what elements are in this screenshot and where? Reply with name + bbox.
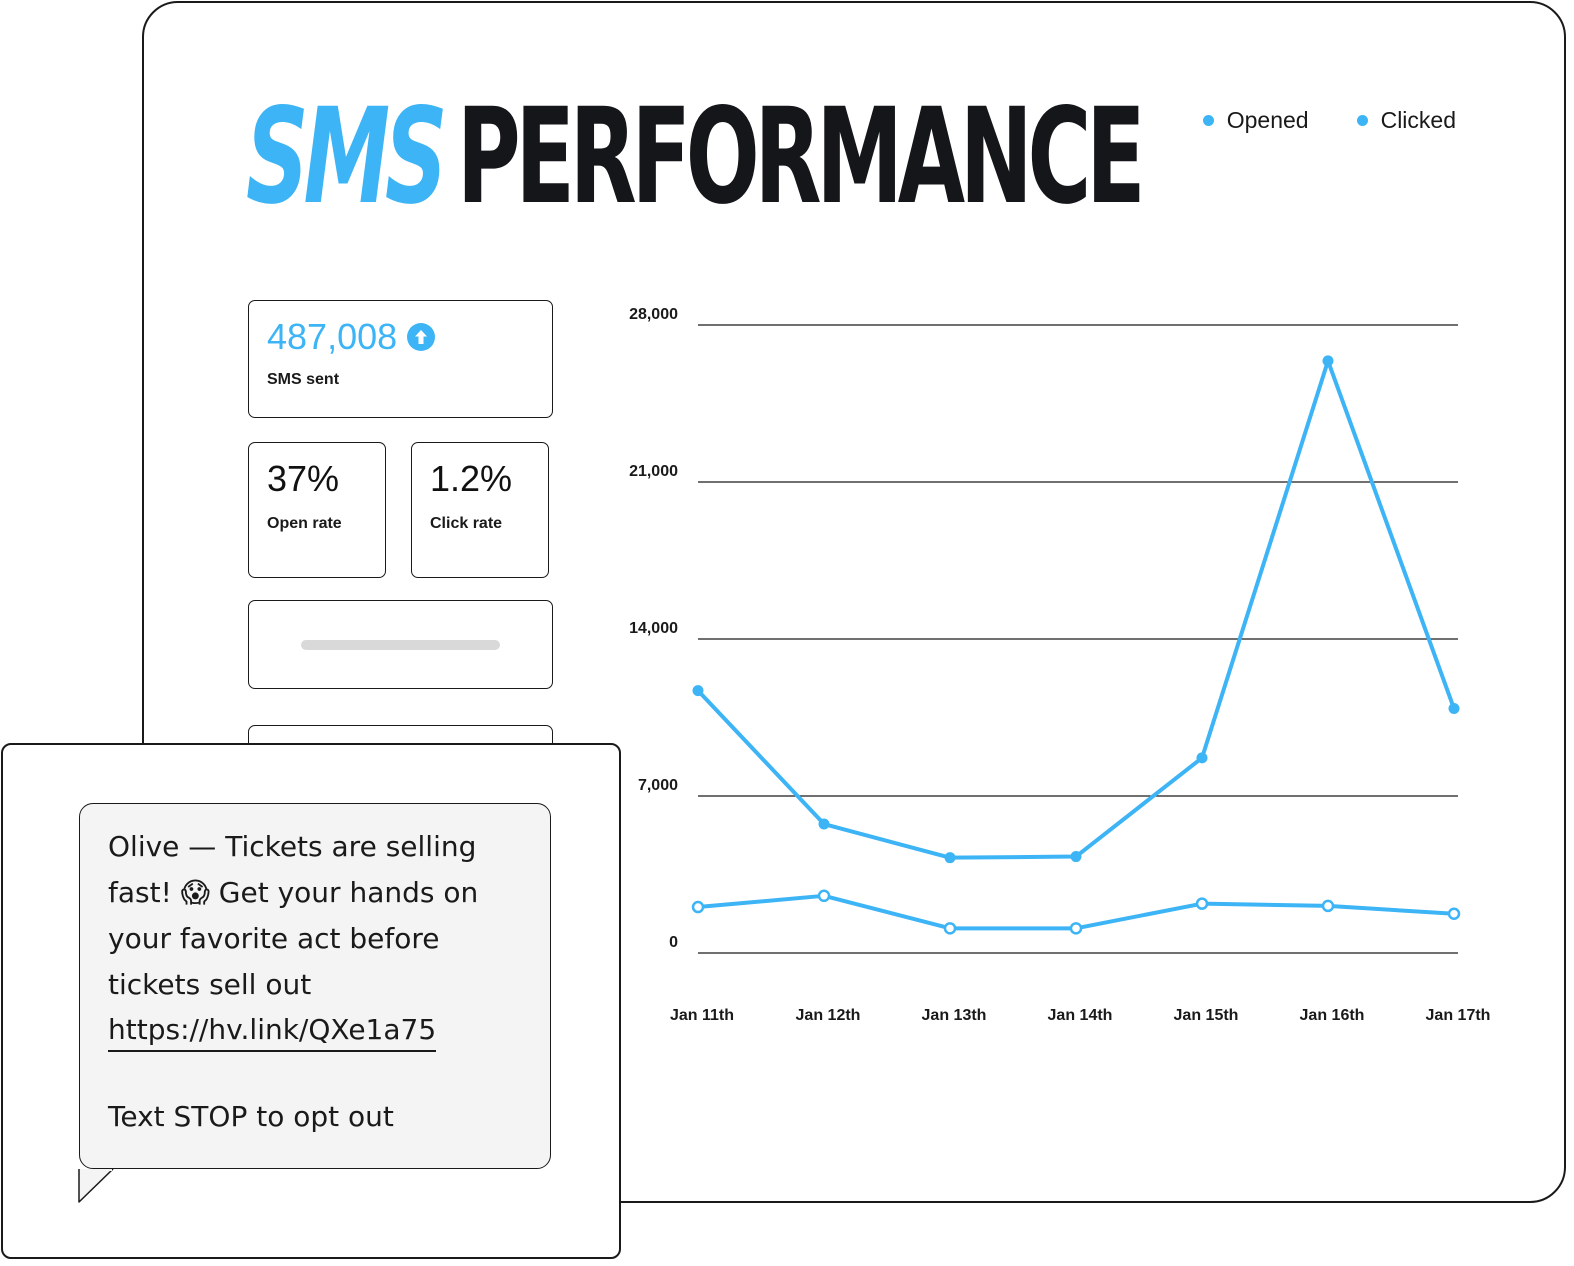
chart-legend: Opened Clicked [1202,107,1456,134]
click-rate-card: 1.2% Click rate [411,442,549,578]
sms-sent-label: SMS sent [267,371,340,388]
placeholder-card [248,600,553,689]
bubble-tail-icon [78,1169,114,1203]
title-main: PERFORMANCE [456,80,1146,234]
click-rate-label: Click rate [430,515,503,532]
placeholder-bar [301,640,500,650]
message-link[interactable]: https://hv.link/QXe1a75 [108,1010,437,1052]
sms-sent-value: 487,008 [267,316,398,357]
title-accent: SMS [246,80,448,234]
legend-dot-icon [1356,115,1368,126]
legend-label-clicked: Clicked [1380,107,1456,133]
sms-sent-card: 487,008 SMS sent [248,300,553,418]
legend-item-clicked[interactable]: Clicked [1356,107,1456,134]
message-bubble: Olive — Tickets are selling fast! 😱 Get … [79,803,551,1169]
sms-preview-panel: Olive — Tickets are selling fast! 😱 Get … [1,743,621,1259]
open-rate-value: 37% [267,458,340,499]
open-rate-label: Open rate [267,515,342,532]
open-rate-card: 37% Open rate [248,442,386,578]
legend-item-opened[interactable]: Opened [1202,107,1309,134]
message-text: Olive — Tickets are selling fast! 😱 Get … [108,830,479,1001]
sms-sent-value-row: 487,008 [267,316,436,357]
legend-label-opened: Opened [1226,107,1309,133]
opt-out-text: Text STOP to opt out [108,1100,394,1133]
page-title: SMS PERFORMANCE [246,91,1146,223]
legend-dot-icon [1202,115,1214,126]
arrow-up-circle-icon [407,323,436,351]
click-rate-value: 1.2% [430,458,513,499]
